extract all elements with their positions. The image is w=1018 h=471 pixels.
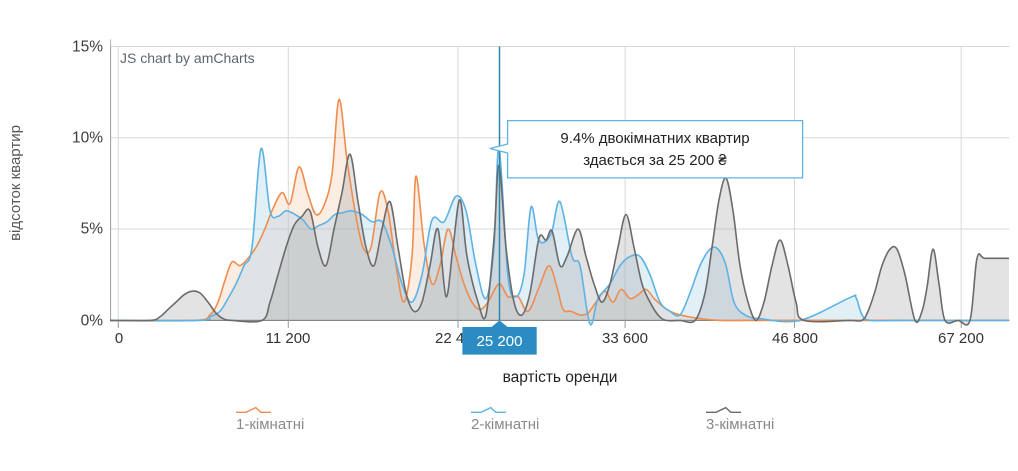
svg-text:33 600: 33 600 xyxy=(602,330,648,347)
svg-text:2-кімнатні: 2-кімнатні xyxy=(471,416,539,433)
svg-text:11 200: 11 200 xyxy=(266,330,311,347)
svg-text:0%: 0% xyxy=(81,313,104,330)
svg-text:3-кімнатні: 3-кімнатні xyxy=(706,416,774,433)
svg-text:10%: 10% xyxy=(72,130,103,147)
svg-text:9.4% двокімнатних квартир: 9.4% двокімнатних квартир xyxy=(560,130,749,147)
svg-text:вартість оренди: вартість оренди xyxy=(503,369,618,386)
svg-text:5%: 5% xyxy=(81,221,104,238)
svg-text:25 200: 25 200 xyxy=(477,333,523,350)
svg-text:67 200: 67 200 xyxy=(938,330,984,347)
svg-text:відсоток квартир: відсоток квартир xyxy=(7,125,24,241)
svg-text:15%: 15% xyxy=(72,39,103,56)
svg-text:1-кімнатні: 1-кімнатні xyxy=(236,416,304,433)
svg-text:JS chart by amCharts: JS chart by amCharts xyxy=(120,50,255,66)
svg-text:0: 0 xyxy=(115,330,123,347)
svg-text:46 800: 46 800 xyxy=(772,330,818,347)
svg-text:здається за 25 200 ₴: здається за 25 200 ₴ xyxy=(583,152,727,169)
